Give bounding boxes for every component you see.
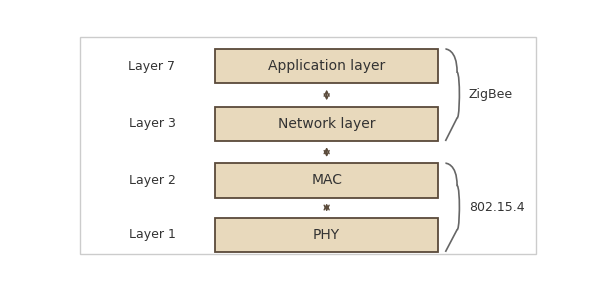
FancyBboxPatch shape — [215, 107, 439, 141]
FancyBboxPatch shape — [215, 217, 439, 252]
Text: Layer 1: Layer 1 — [129, 228, 175, 241]
Text: MAC: MAC — [311, 173, 342, 187]
Text: Layer 3: Layer 3 — [129, 117, 175, 130]
FancyBboxPatch shape — [215, 49, 439, 83]
Text: Network layer: Network layer — [278, 117, 376, 131]
Text: Application layer: Application layer — [268, 59, 385, 73]
Text: PHY: PHY — [313, 228, 340, 242]
Text: ZigBee: ZigBee — [469, 88, 513, 101]
Text: 802.15.4: 802.15.4 — [469, 201, 524, 214]
Text: Layer 2: Layer 2 — [129, 174, 175, 187]
FancyBboxPatch shape — [215, 163, 439, 198]
Text: Layer 7: Layer 7 — [129, 60, 175, 73]
